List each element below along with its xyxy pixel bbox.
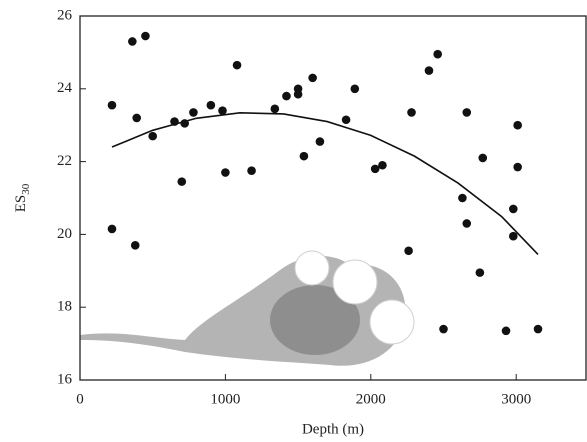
- data-point: [299, 151, 309, 161]
- data-point: [308, 73, 317, 83]
- y-tick-label: 20: [57, 226, 72, 242]
- data-point: [439, 324, 448, 334]
- data-point: [475, 268, 485, 277]
- y-tick-label: 26: [57, 7, 73, 23]
- specimen-illustration: [80, 250, 415, 366]
- data-point: [293, 84, 303, 94]
- y-tick-label: 18: [57, 299, 72, 315]
- data-point: [370, 164, 380, 174]
- data-point: [206, 100, 216, 110]
- data-point: [478, 153, 488, 163]
- data-point: [177, 177, 187, 186]
- data-point: [141, 31, 150, 41]
- data-point: [128, 37, 137, 46]
- data-point: [315, 137, 325, 146]
- data-point: [132, 113, 142, 123]
- data-point: [458, 193, 467, 203]
- x-tick-label: 3000: [501, 391, 531, 407]
- data-point: [270, 104, 280, 114]
- data-point: [501, 326, 511, 336]
- data-point: [533, 324, 543, 334]
- x-axis-label: Depth (m): [302, 421, 364, 437]
- data-point: [508, 204, 518, 214]
- data-point: [221, 168, 230, 177]
- data-point: [404, 246, 413, 256]
- data-point: [424, 66, 434, 75]
- data-point: [170, 117, 179, 126]
- x-tick-label: 1000: [210, 391, 240, 407]
- data-point: [341, 115, 351, 125]
- data-point: [232, 60, 242, 70]
- data-point: [107, 224, 117, 234]
- data-point: [378, 160, 387, 170]
- data-point: [462, 219, 472, 228]
- data-point: [433, 49, 442, 59]
- data-point: [350, 84, 360, 94]
- x-tick-label: 2000: [356, 391, 386, 407]
- y-axis-label: ES30: [13, 183, 31, 212]
- x-tick-label: 0: [76, 391, 84, 407]
- plot-frame: [79, 15, 587, 381]
- y-tick-label: 16: [57, 371, 73, 387]
- data-point: [282, 91, 291, 101]
- data-point: [148, 131, 158, 141]
- data-point: [189, 108, 198, 117]
- data-point: [462, 108, 472, 117]
- data-point: [218, 106, 227, 115]
- data-point: [508, 231, 518, 241]
- data-point: [513, 120, 522, 130]
- data-point: [247, 166, 256, 175]
- data-point: [180, 119, 189, 128]
- y-tick-label: 22: [57, 153, 72, 169]
- data-point: [407, 108, 416, 117]
- data-point: [513, 162, 522, 172]
- data-point: [130, 241, 140, 250]
- fit-curve: [111, 112, 539, 255]
- y-tick-label: 24: [57, 80, 73, 96]
- data-point: [107, 100, 117, 110]
